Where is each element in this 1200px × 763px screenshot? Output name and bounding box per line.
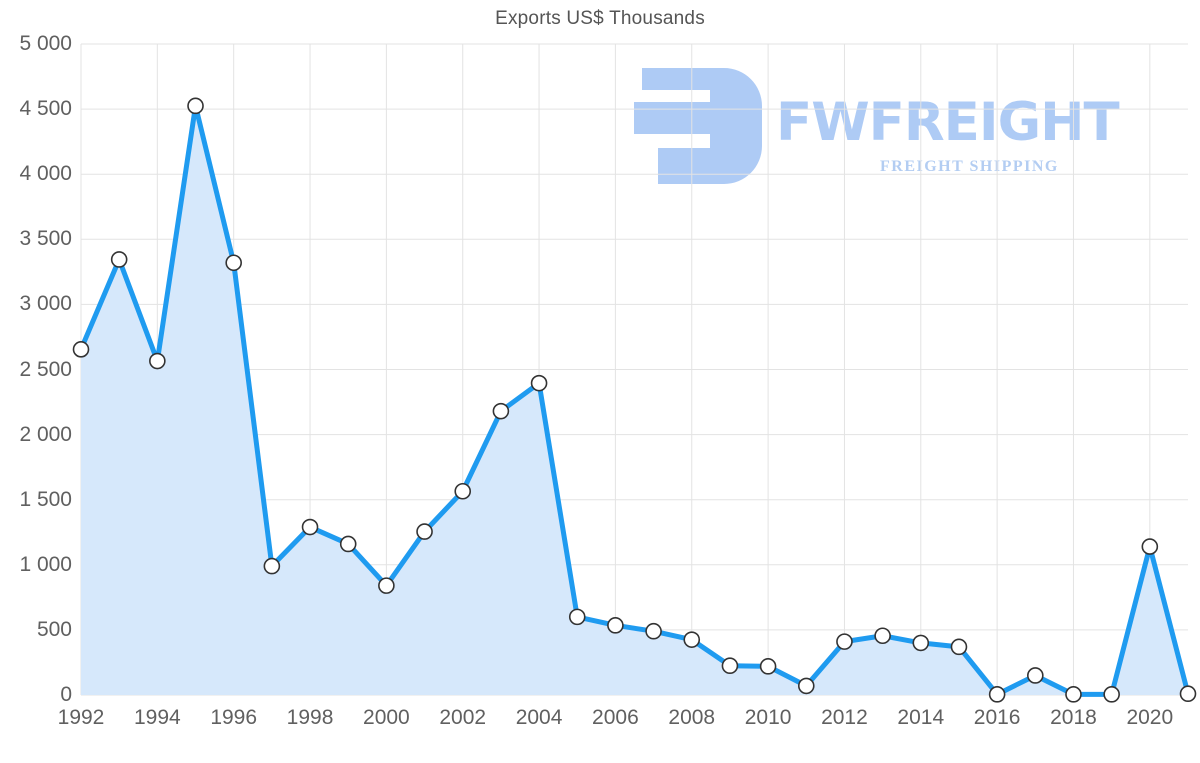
data-point-marker[interactable] (568, 608, 586, 626)
x-axis-tick-label: 2012 (821, 706, 868, 729)
data-point-marker[interactable] (416, 523, 433, 540)
x-axis-tick-label: 2004 (515, 706, 563, 729)
data-point-marker[interactable] (797, 677, 815, 695)
y-axis-tick-label: 1 500 (19, 487, 72, 511)
data-point-marker[interactable] (263, 557, 281, 575)
y-axis-tick-label: 3 500 (19, 227, 72, 251)
x-axis-tick-label: 2014 (897, 706, 945, 729)
y-axis: 5 000 4 500 4 000 3 500 3 000 2 500 2 000 1 500… (0, 0, 72, 763)
x-axis-tick-label: 2020 (1126, 706, 1174, 729)
x-axis-tick-label: 1996 (210, 706, 258, 729)
data-point-marker[interactable] (1027, 667, 1044, 684)
data-point-marker[interactable] (492, 402, 510, 420)
x-axis-tick-label: 2002 (439, 706, 487, 729)
data-point-marker[interactable] (225, 254, 242, 272)
data-point-marker[interactable] (1141, 538, 1159, 555)
y-axis-tick-label: 4 000 (19, 162, 72, 186)
x-axis-tick-label: 1992 (57, 706, 105, 729)
y-axis-tick-label: 5 000 (19, 32, 72, 55)
y-axis-tick-label: 2 500 (19, 357, 72, 381)
data-point-marker[interactable] (1103, 686, 1120, 703)
data-point-marker[interactable] (1065, 686, 1082, 703)
x-axis-tick-label: 1994 (133, 706, 181, 729)
data-point-marker[interactable] (530, 374, 548, 392)
data-point-marker[interactable] (1179, 685, 1197, 703)
data-point-marker[interactable] (912, 634, 930, 652)
data-point-marker[interactable] (110, 251, 128, 268)
data-point-marker[interactable] (645, 622, 662, 640)
x-axis-tick-label: 1998 (286, 706, 334, 729)
data-point-marker[interactable] (759, 658, 777, 675)
data-point-marker[interactable] (950, 638, 968, 656)
data-point-marker[interactable] (721, 657, 739, 675)
data-point-marker[interactable] (72, 341, 90, 358)
y-axis-tick-label: 500 (36, 617, 72, 641)
x-axis-tick-label: 2006 (592, 706, 639, 729)
y-axis-tick-label: 0 (60, 683, 72, 706)
data-point-marker[interactable] (683, 631, 701, 648)
plot-area (72, 43, 1197, 703)
data-point-marker[interactable] (149, 352, 166, 370)
chart-title: Exports US$ Thousands (495, 8, 705, 29)
x-axis-tick-label: 2010 (744, 706, 792, 729)
series-area-line (72, 97, 1197, 703)
y-axis-tick-label: 3 000 (19, 292, 72, 316)
data-point-marker[interactable] (301, 518, 319, 536)
data-point-marker[interactable] (187, 97, 204, 115)
data-point-marker[interactable] (607, 617, 624, 634)
data-point-marker[interactable] (988, 686, 1006, 703)
x-axis-tick-label: 2000 (363, 706, 410, 729)
data-point-marker[interactable] (874, 627, 891, 645)
y-axis-tick-label: 1 000 (19, 552, 72, 576)
y-axis-tick-label: 4 500 (19, 97, 72, 121)
y-axis-tick-label: 2 000 (19, 422, 72, 446)
x-axis-tick-label: 2018 (1050, 706, 1097, 729)
x-axis-tick-label: 2008 (668, 706, 716, 729)
data-point-marker[interactable] (836, 633, 853, 650)
data-point-marker[interactable] (339, 535, 357, 553)
data-point-marker[interactable] (378, 577, 395, 594)
x-axis-tick-label: 2016 (973, 706, 1021, 729)
data-point-marker[interactable] (454, 482, 472, 500)
